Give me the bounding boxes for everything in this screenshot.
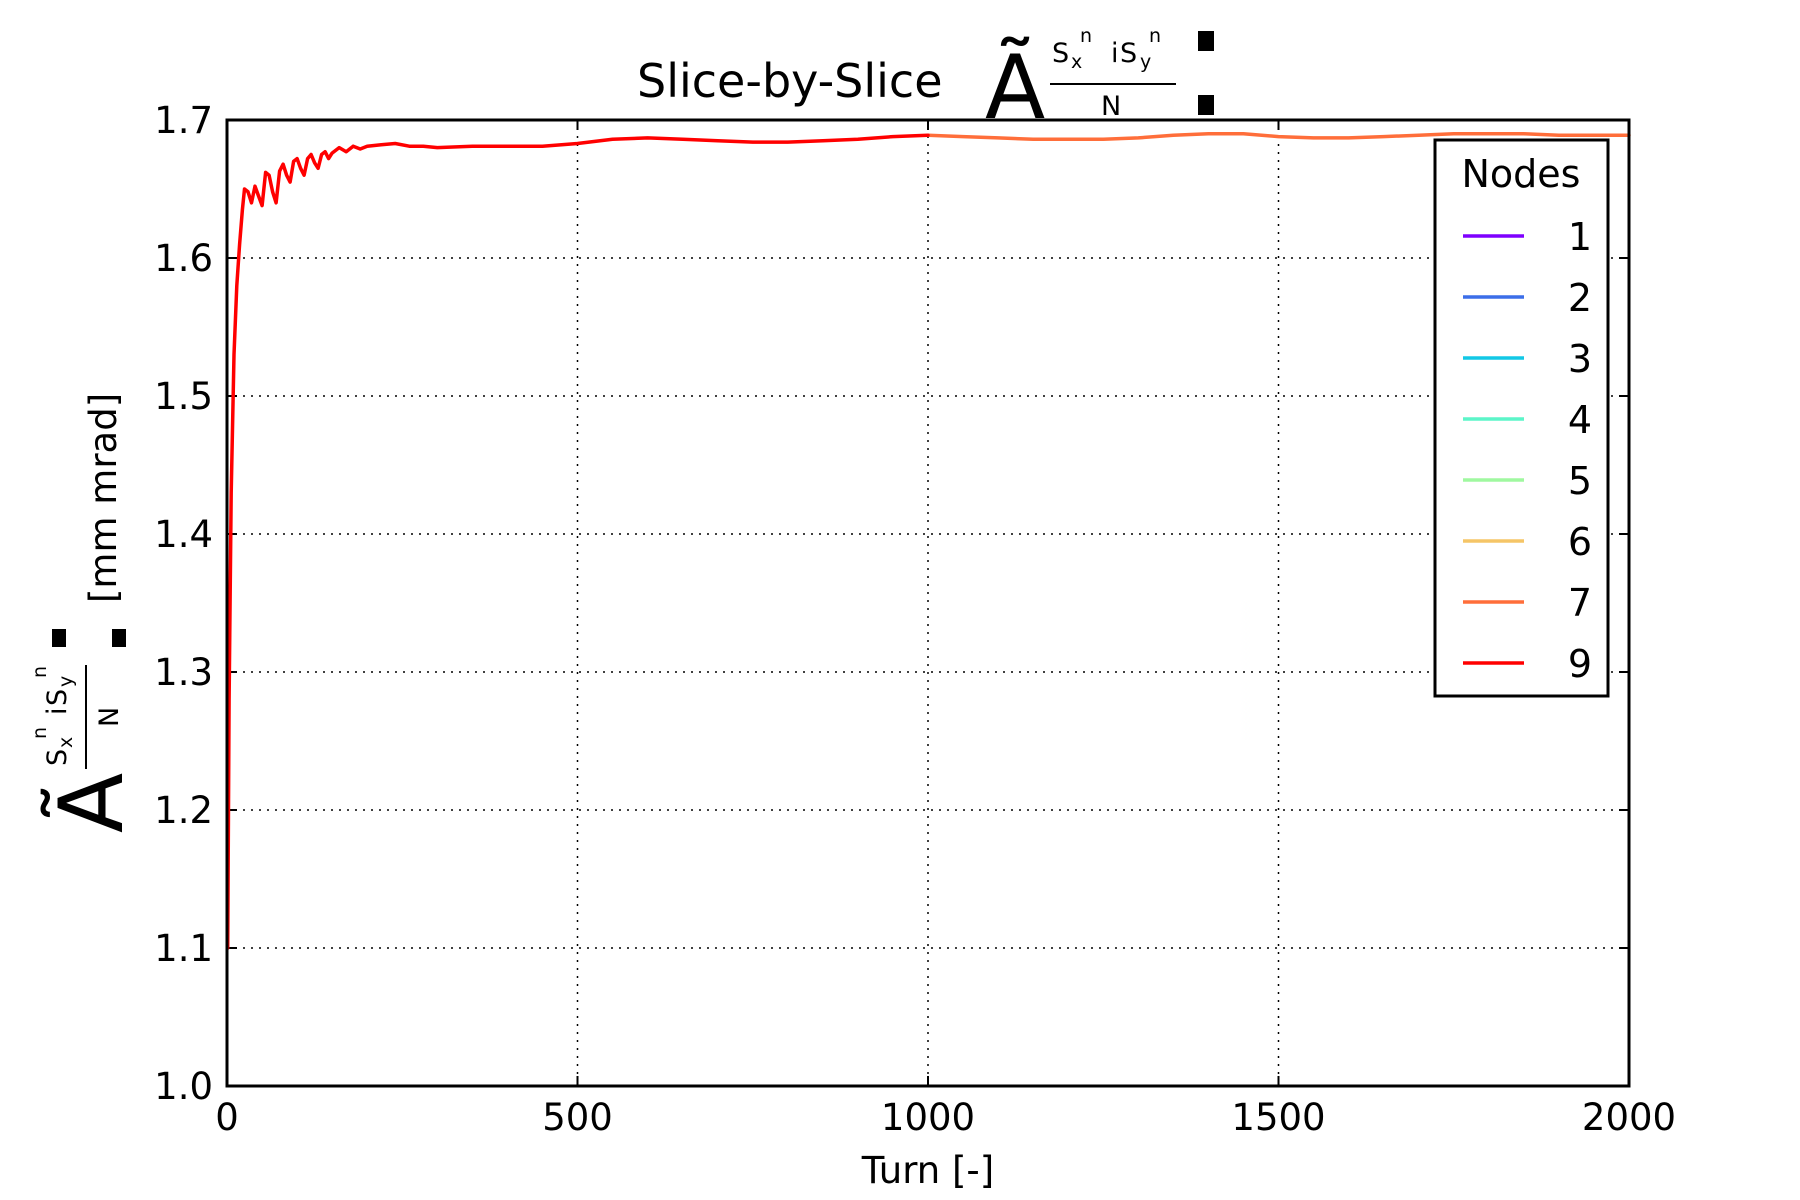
y-symbol-den: N: [94, 707, 125, 727]
y-box-left: [52, 629, 66, 647]
title-symbol-sub-a: x: [1071, 51, 1082, 73]
chart-title: Slice-by-Slice Ã S x n i S y n N: [637, 25, 1214, 139]
title-symbol-num-a: S: [1052, 38, 1069, 69]
title-symbol-main: Ã: [985, 36, 1045, 139]
series-line-node-7: [926, 132, 1631, 142]
y-tick-label: 1.7: [154, 99, 213, 142]
y-symbol-num-a: S: [42, 749, 73, 766]
y-tick-label: 1.4: [154, 513, 213, 556]
legend-label-1: 1: [1568, 215, 1592, 259]
title-box-bottom: [1198, 95, 1214, 115]
legend-entries: 1 2 3 4 5 6 7 9: [1463, 215, 1592, 686]
legend-label-7: 7: [1568, 581, 1592, 625]
x-tick-label: 500: [542, 1096, 613, 1139]
y-symbol-sub-b: y: [55, 676, 77, 687]
legend-label-6: 6: [1568, 520, 1592, 564]
legend: Nodes 1 2 3 4 5 6 7 9: [1433, 138, 1610, 698]
x-axis-label: Turn [-]: [861, 1149, 994, 1192]
x-tick-label: 2000: [1582, 1096, 1676, 1139]
y-symbol-main: Ã: [40, 773, 143, 833]
legend-label-3: 3: [1568, 337, 1592, 381]
x-tick-label: 1000: [881, 1096, 975, 1139]
y-box-right: [112, 629, 126, 647]
y-symbol-num-b: S: [42, 689, 73, 706]
series-layer: [225, 132, 1631, 950]
x-tick-label: 1500: [1231, 1096, 1325, 1139]
y-tick-label: 1.5: [154, 375, 213, 418]
y-tick-label: 1.0: [154, 1065, 213, 1108]
title-symbol-num-b: S: [1120, 38, 1137, 69]
y-symbol-sub-a: x: [55, 737, 77, 748]
legend-label-9: 9: [1568, 642, 1592, 686]
title-symbol-mid: i: [1111, 38, 1119, 69]
y-tick-label: 1.1: [154, 927, 213, 970]
y-axis-unit: [mm mrad]: [82, 393, 125, 603]
series-line-node-9: [225, 133, 930, 950]
y-axis-label: Ã S x n i S y n N [mm mrad]: [29, 393, 143, 833]
title-symbol-sub-b: y: [1140, 51, 1151, 73]
y-tick-label: 1.3: [154, 651, 213, 694]
title-symbol-sup-b: n: [1149, 25, 1161, 47]
x-tick-label: 0: [215, 1096, 239, 1139]
y-symbol-sup-b: n: [29, 666, 51, 678]
tick-labels-layer: 0 500 1000 1500 2000 1.0 1.1 1.2 1.3 1.4 1.5 1.6 1.7: [154, 99, 1676, 1139]
title-symbol-den: N: [1101, 91, 1121, 122]
title-box-top: [1198, 31, 1214, 51]
y-tick-label: 1.2: [154, 789, 213, 832]
legend-label-5: 5: [1568, 459, 1592, 503]
plot-frame: [225, 118, 1631, 1088]
y-tick-label: 1.6: [154, 237, 213, 280]
legend-label-4: 4: [1568, 398, 1592, 442]
y-symbol-sup-a: n: [29, 727, 51, 739]
title-symbol-sup-a: n: [1080, 25, 1092, 47]
chart-title-text: Slice-by-Slice: [637, 54, 943, 108]
legend-label-2: 2: [1568, 276, 1592, 320]
y-symbol-mid: i: [42, 707, 73, 715]
legend-title: Nodes: [1462, 152, 1581, 196]
grid-layer: [227, 120, 1629, 1086]
